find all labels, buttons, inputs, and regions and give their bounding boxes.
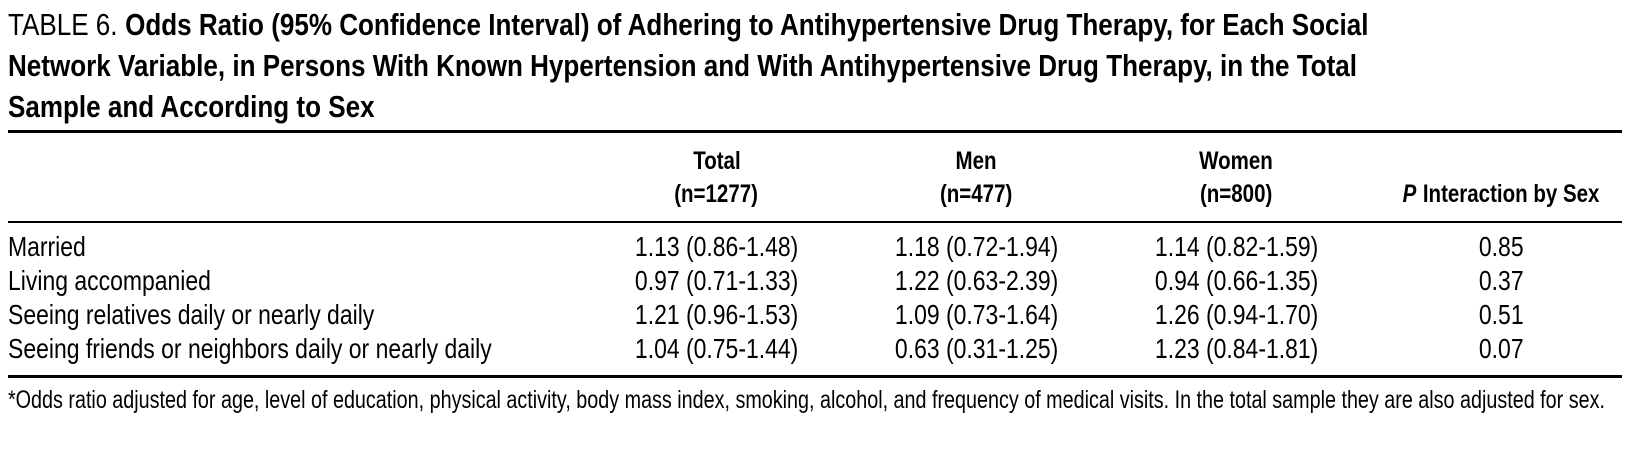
- table-title-line-2: Network Variable, in Persons With Known …: [8, 45, 1622, 86]
- column-header-women-label: Women: [1199, 147, 1274, 175]
- table-title-text-3: Sample and According to Sex: [8, 89, 375, 124]
- p-symbol: P: [1402, 180, 1417, 208]
- cell-men-odds-ratio: 0.63 (0.31-1.25): [894, 333, 1059, 364]
- row-label: Married: [8, 231, 86, 262]
- column-header-variable: [8, 132, 573, 223]
- cell-p-interaction: 0.51: [1478, 299, 1524, 330]
- row-label: Living accompanied: [8, 265, 211, 296]
- table-header-row: Total (n=1277) Men (n=477) Women (n=800)…: [8, 132, 1622, 223]
- cell-men-odds-ratio: 1.22 (0.63-2.39): [894, 265, 1059, 296]
- column-header-women-n: (n=800): [1200, 180, 1273, 208]
- cell-total-odds-ratio: 1.21 (0.96-1.53): [634, 299, 799, 330]
- cell-women-odds-ratio: 1.26 (0.94-1.70): [1154, 299, 1318, 330]
- table-title-line-3: Sample and According to Sex: [8, 86, 1622, 127]
- cell-p-interaction: 0.07: [1478, 333, 1524, 364]
- table-body: Married 1.13 (0.86-1.48) 1.18 (0.72-1.94…: [8, 222, 1622, 377]
- column-header-men-label: Men: [955, 147, 997, 175]
- table-row-seeing-relatives: Seeing relatives daily or nearly daily 1…: [8, 298, 1622, 332]
- cell-total-odds-ratio: 1.04 (0.75-1.44): [634, 333, 799, 364]
- cell-women-odds-ratio: 0.94 (0.66-1.35): [1154, 265, 1318, 296]
- cell-women-odds-ratio: 1.14 (0.82-1.59): [1154, 231, 1318, 262]
- table-row-living-accompanied: Living accompanied 0.97 (0.71-1.33) 1.22…: [8, 264, 1622, 298]
- p-interaction-label: Interaction by Sex: [1422, 180, 1600, 208]
- cell-p-interaction: 0.85: [1478, 231, 1524, 262]
- cell-men-odds-ratio: 1.18 (0.72-1.94): [894, 231, 1059, 262]
- column-header-women: Women (n=800): [1093, 132, 1380, 223]
- table-title-text-2: Network Variable, in Persons With Known …: [8, 48, 1357, 83]
- column-header-men-n: (n=477): [940, 180, 1013, 208]
- cell-men-odds-ratio: 1.09 (0.73-1.64): [894, 299, 1059, 330]
- cell-total-odds-ratio: 0.97 (0.71-1.33): [634, 265, 799, 296]
- column-header-p-interaction: P Interaction by Sex: [1380, 132, 1622, 223]
- cell-total-odds-ratio: 1.13 (0.86-1.48): [634, 231, 799, 262]
- table-title: TABLE 6. Odds Ratio (95% Confidence Inter…: [8, 2, 1622, 127]
- table-row-seeing-friends: Seeing friends or neighbors daily or nea…: [8, 332, 1622, 377]
- column-header-men: Men (n=477): [860, 132, 1092, 223]
- odds-ratio-table: Total (n=1277) Men (n=477) Women (n=800)…: [8, 130, 1622, 378]
- table-footnote: *Odds ratio adjusted for age, level of e…: [8, 386, 1605, 414]
- row-label: Seeing friends or neighbors daily or nea…: [8, 333, 492, 364]
- table-number: TABLE 6.: [8, 7, 118, 42]
- cell-p-interaction: 0.37: [1478, 265, 1524, 296]
- table-title-line-1: TABLE 6. Odds Ratio (95% Confidence Inter…: [8, 4, 1622, 45]
- row-label: Seeing relatives daily or nearly daily: [8, 299, 375, 330]
- column-header-total-label: Total: [692, 147, 741, 175]
- column-header-total-n: (n=1277): [674, 180, 759, 208]
- cell-women-odds-ratio: 1.23 (0.84-1.81): [1154, 333, 1318, 364]
- column-header-total: Total (n=1277): [573, 132, 860, 223]
- table-row-married: Married 1.13 (0.86-1.48) 1.18 (0.72-1.94…: [8, 222, 1622, 264]
- table-title-text-1: Odds Ratio (95% Confidence Interval) of …: [125, 7, 1369, 42]
